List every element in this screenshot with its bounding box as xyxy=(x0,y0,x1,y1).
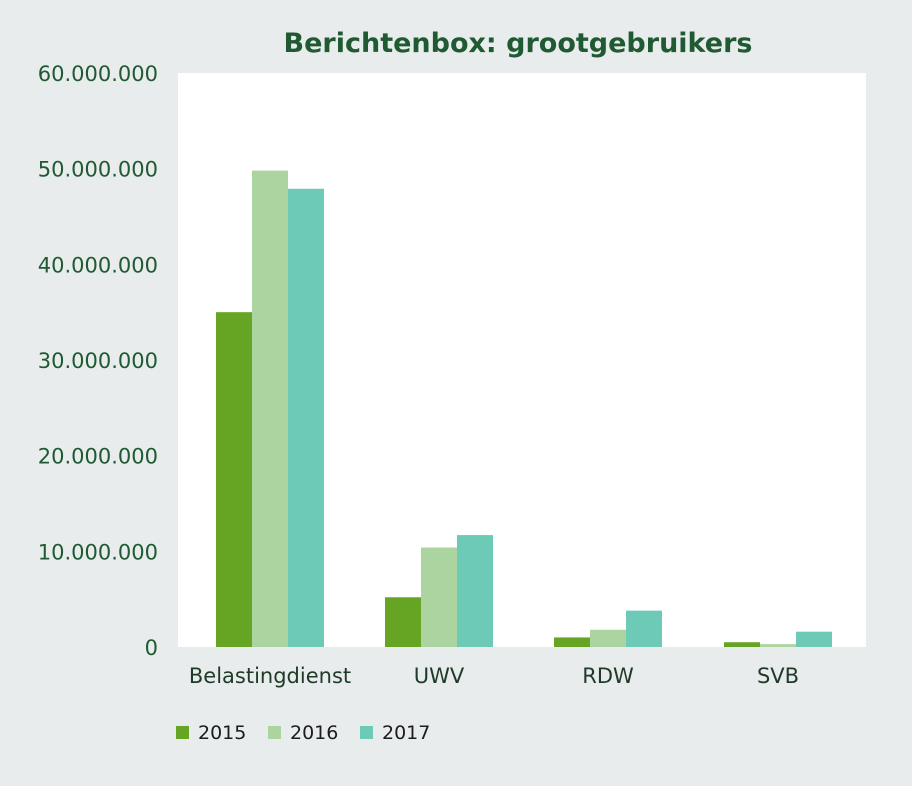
bar-belastingdienst-2015 xyxy=(216,312,252,647)
x-tick-label: Belastingdienst xyxy=(189,664,351,688)
bar-uwv-2017 xyxy=(457,535,493,647)
y-tick-label: 0 xyxy=(145,636,158,660)
legend-swatch-2017 xyxy=(360,726,373,739)
bar-uwv-2016 xyxy=(421,547,457,647)
y-tick-label: 60.000.000 xyxy=(38,62,158,86)
legend: 2015 2016 2017 xyxy=(176,722,430,744)
chart-title: Berichtenbox: grootgebruikers xyxy=(284,28,753,59)
y-tick-label: 50.000.000 xyxy=(38,158,158,182)
bar-svb-2016 xyxy=(760,644,796,647)
bar-svb-2015 xyxy=(724,642,760,647)
legend-swatch-2016 xyxy=(268,726,281,739)
x-tick-label: UWV xyxy=(414,664,465,688)
x-axis-ticks: Belastingdienst UWV RDW SVB xyxy=(189,664,799,688)
bar-uwv-2015 xyxy=(385,597,421,647)
y-tick-label: 20.000.000 xyxy=(38,445,158,469)
bar-rdw-2016 xyxy=(590,629,626,647)
bar-rdw-2015 xyxy=(554,637,590,647)
y-tick-label: 30.000.000 xyxy=(38,349,158,373)
x-tick-label: SVB xyxy=(757,664,799,688)
bar-svb-2017 xyxy=(796,631,832,647)
x-tick-label: RDW xyxy=(582,664,634,688)
bar-belastingdienst-2016 xyxy=(252,170,288,647)
legend-swatch-2015 xyxy=(176,726,189,739)
legend-label-2015: 2015 xyxy=(198,722,246,744)
y-tick-label: 10.000.000 xyxy=(38,540,158,564)
y-tick-label: 40.000.000 xyxy=(38,253,158,277)
y-axis-ticks: 0 10.000.000 20.000.000 30.000.000 40.000.00… xyxy=(38,62,158,660)
bar-rdw-2017 xyxy=(626,610,662,647)
legend-label-2017: 2017 xyxy=(382,722,430,744)
legend-label-2016: 2016 xyxy=(290,722,338,744)
bars xyxy=(216,170,832,648)
bar-belastingdienst-2017 xyxy=(288,188,324,648)
